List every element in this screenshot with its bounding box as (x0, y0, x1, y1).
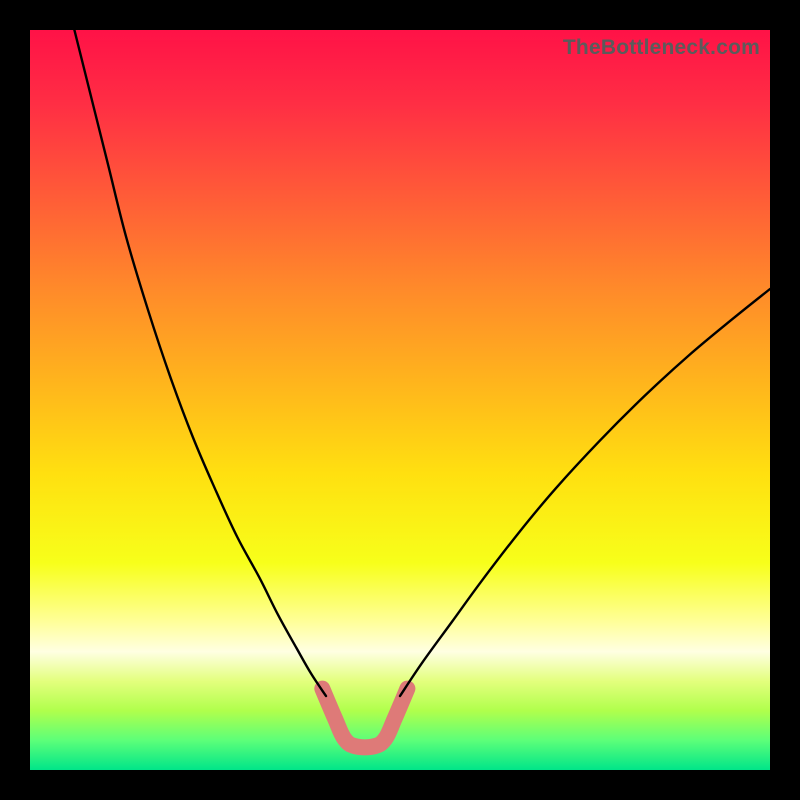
curve-left (74, 30, 326, 696)
watermark-label: TheBottleneck.com (563, 36, 760, 60)
curves-layer (30, 30, 770, 770)
plot-area: TheBottleneck.com (30, 30, 770, 770)
chart-frame: TheBottleneck.com (0, 0, 800, 800)
curve-right (400, 289, 770, 696)
trough-marker (322, 689, 407, 748)
